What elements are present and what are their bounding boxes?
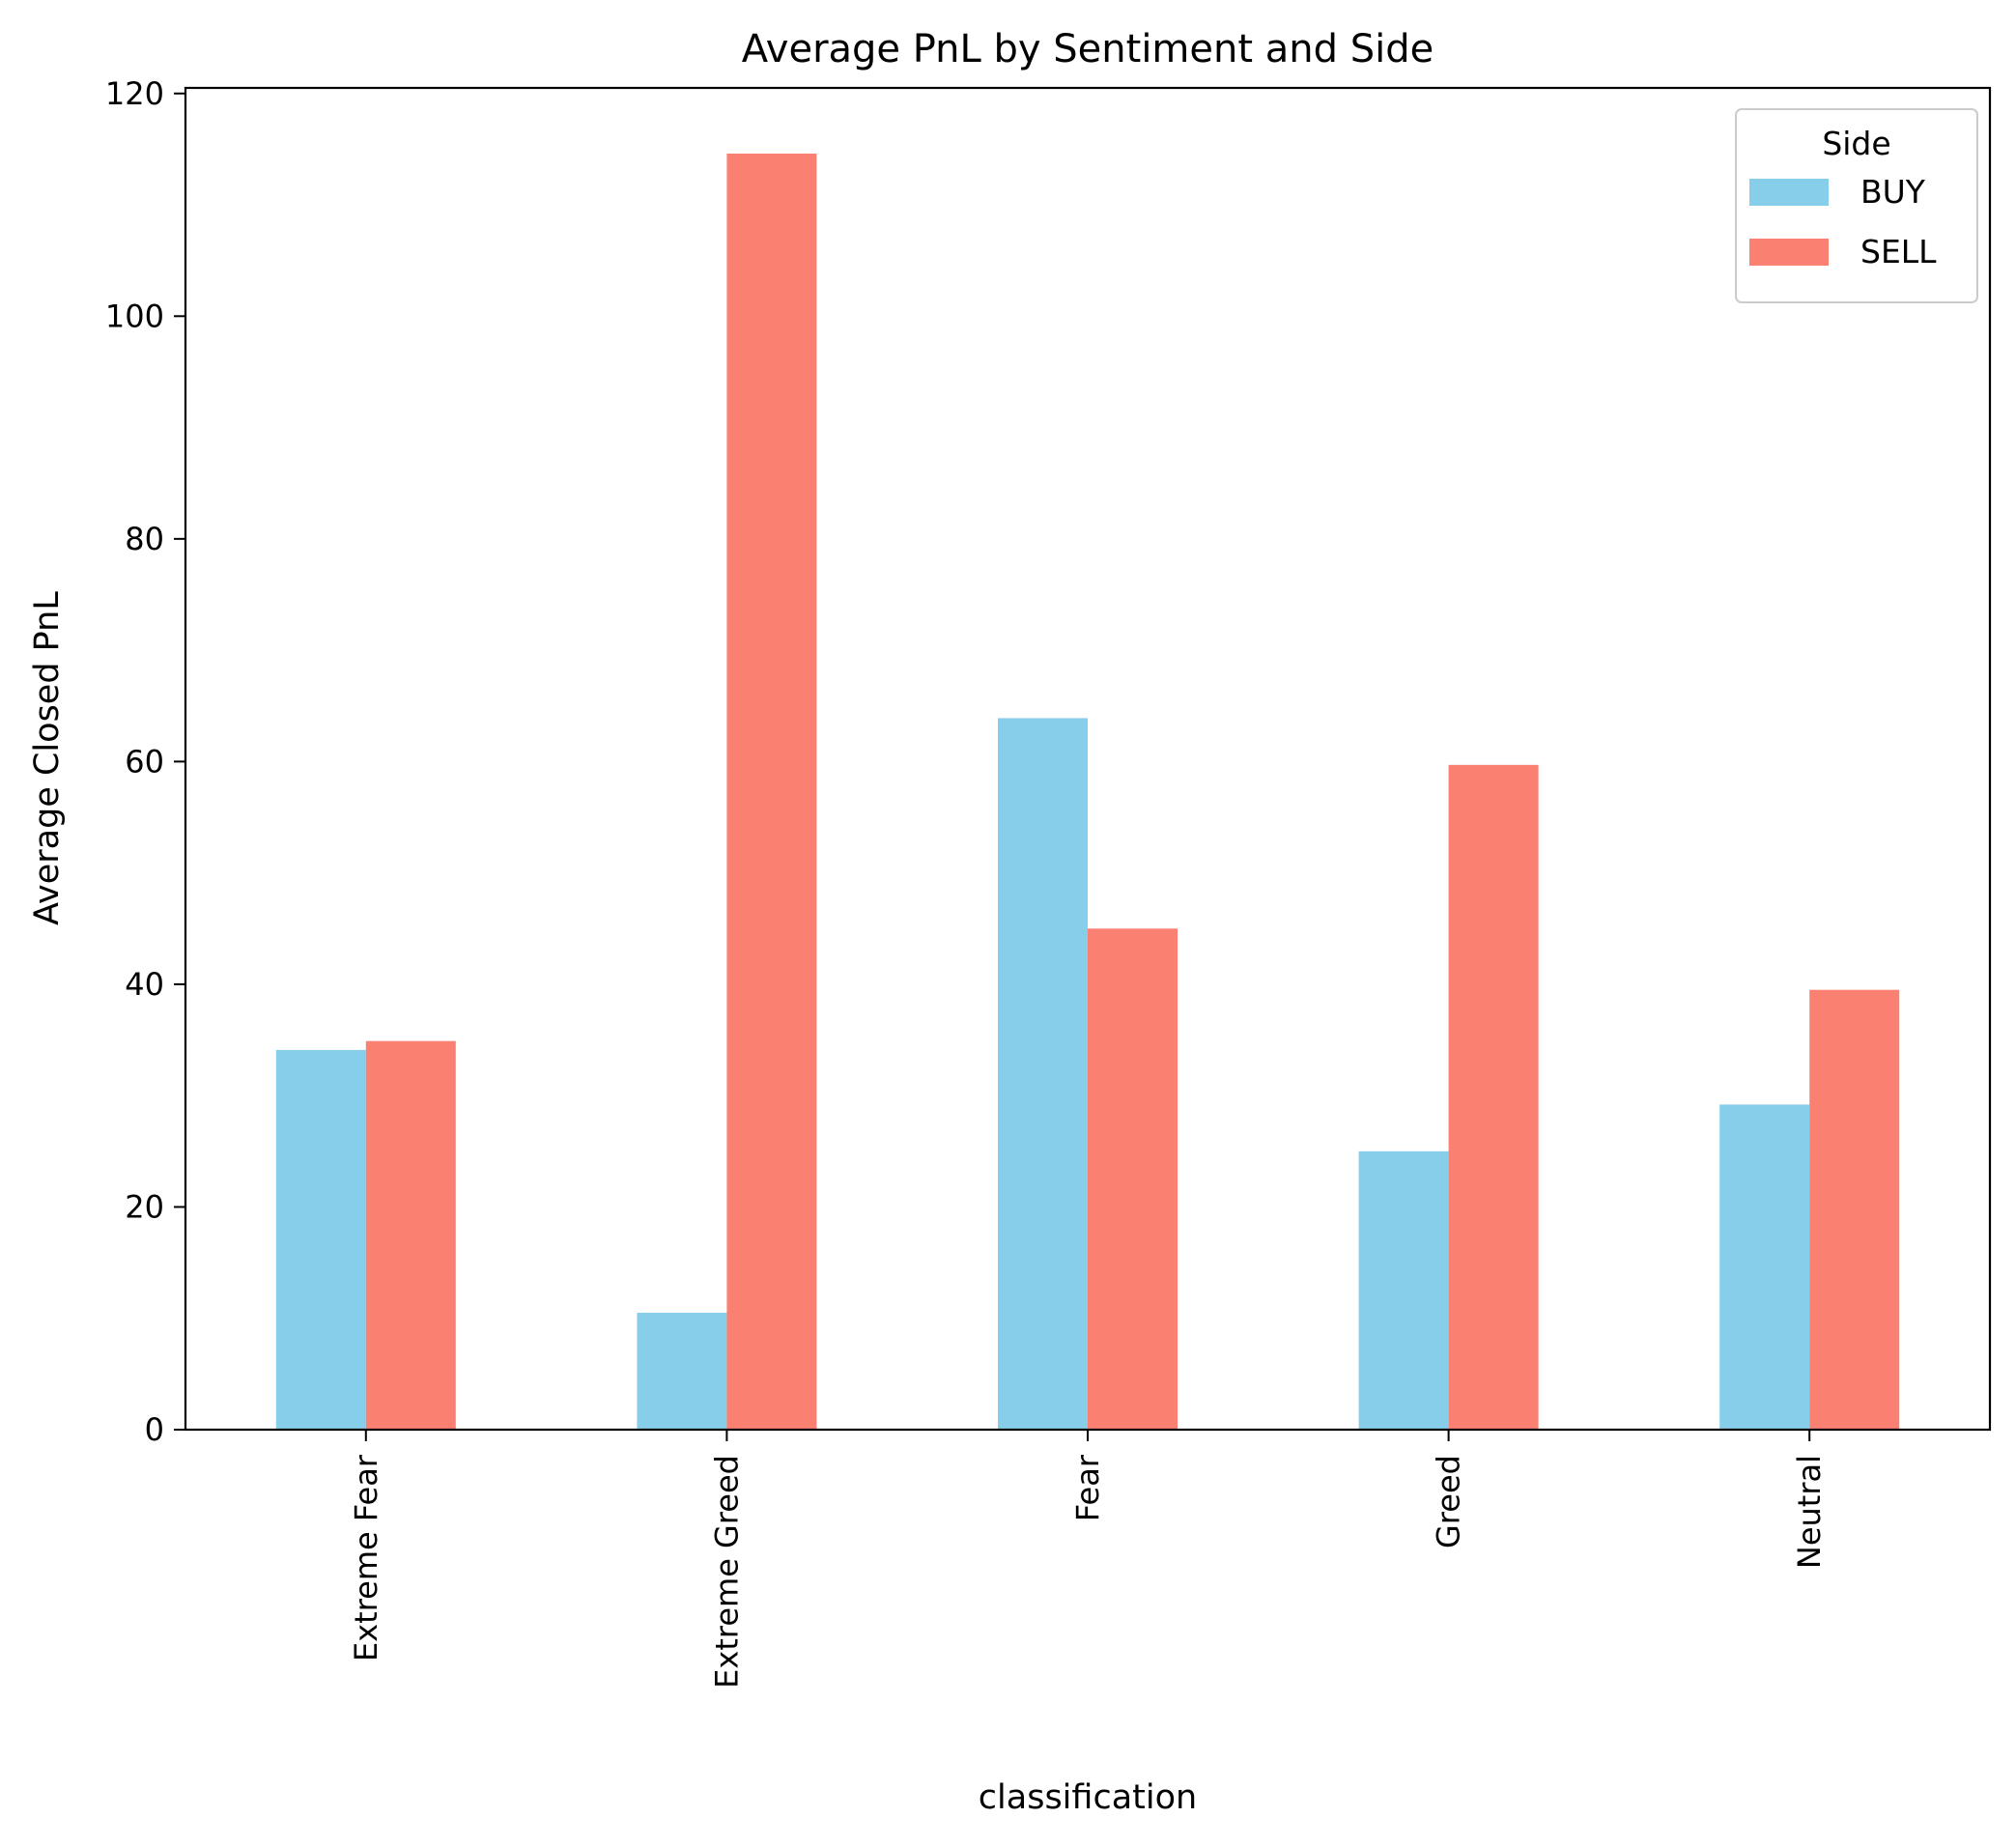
bar-buy-extreme-fear <box>275 1049 366 1430</box>
legend-swatch-buy <box>1749 179 1829 206</box>
legend-label-buy: BUY <box>1860 173 1926 211</box>
bar-buy-greed <box>1358 1150 1449 1430</box>
y-tick-label: 100 <box>105 298 164 334</box>
x-axis-label: classification <box>979 1778 1197 1817</box>
y-tick-label: 0 <box>145 1411 164 1448</box>
y-tick-label: 80 <box>125 521 164 557</box>
y-tick-label: 40 <box>125 966 164 1003</box>
bar-sell-neutral <box>1809 989 1900 1430</box>
y-tick-label: 120 <box>105 75 164 112</box>
legend[interactable]: Side BUY SELL <box>1735 108 1978 303</box>
y-tick-label: 20 <box>125 1188 164 1225</box>
x-tick-label: Neutral <box>1791 1455 1828 1569</box>
bar-buy-extreme-greed <box>637 1312 727 1430</box>
x-tick-label: Extreme Greed <box>708 1455 745 1689</box>
y-axis-ticks: 0 20 40 60 80 100 120 <box>105 75 185 1448</box>
x-tick-label: Extreme Fear <box>348 1454 384 1661</box>
legend-swatch-sell <box>1749 239 1829 266</box>
bar-sell-extreme-fear <box>365 1040 456 1430</box>
plot-frame <box>184 86 1992 1432</box>
x-axis-ticks: Extreme Fear Extreme Greed Fear Greed Neutra… <box>348 1430 1828 1689</box>
chart-title: Average PnL by Sentiment and Side <box>742 27 1434 71</box>
x-tick-label: Fear <box>1069 1454 1106 1521</box>
bars-group <box>275 154 1900 1430</box>
legend-title: Side <box>1822 125 1890 162</box>
bar-buy-fear <box>998 718 1088 1430</box>
bar-sell-extreme-greed <box>726 154 817 1430</box>
x-tick-label: Greed <box>1431 1455 1467 1548</box>
bar-sell-fear <box>1088 928 1178 1430</box>
bar-buy-neutral <box>1719 1104 1810 1430</box>
y-axis-label: Average Closed PnL <box>28 591 67 925</box>
bar-sell-greed <box>1448 764 1539 1430</box>
legend-label-sell: SELL <box>1860 233 1937 270</box>
y-tick-label: 60 <box>125 743 164 780</box>
